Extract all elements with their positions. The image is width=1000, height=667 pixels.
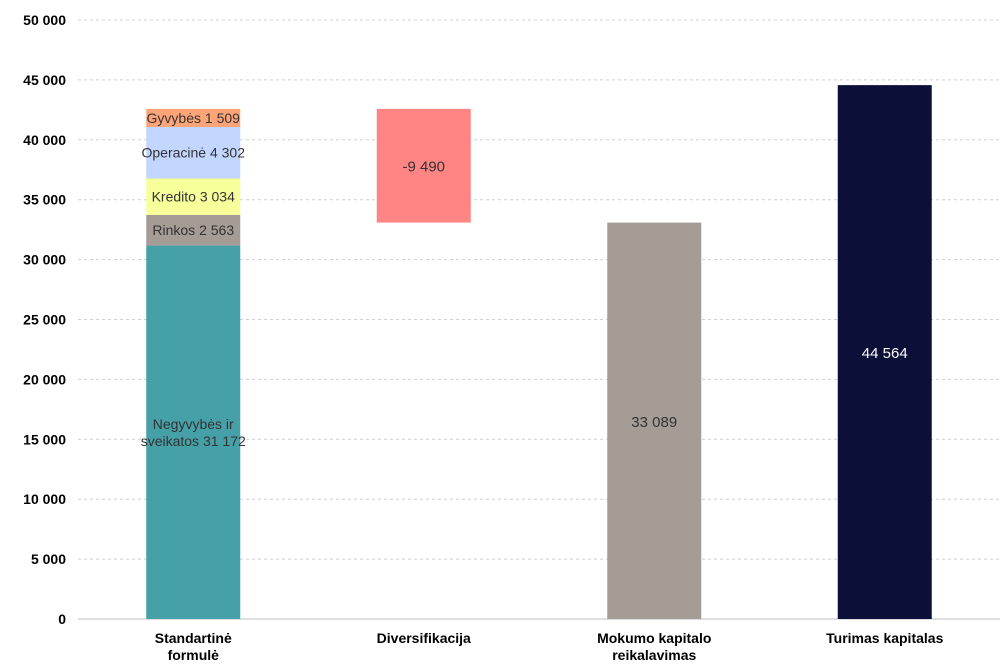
bar: [376, 108, 471, 223]
stacked-segment: [146, 108, 241, 127]
segment-label-line: Kredito 3 034: [152, 189, 235, 205]
y-tick-label: 25 000: [23, 312, 66, 328]
x-category-label-line: Diversifikacija: [377, 630, 471, 646]
segment-label-line: Rinkos 2 563: [152, 222, 234, 238]
bar: [607, 222, 702, 619]
bar-value-label: 44 564: [862, 345, 908, 362]
y-tick-label: 50 000: [23, 12, 66, 28]
segment-label: Rinkos 2 563: [152, 222, 234, 238]
segment-label: Negyvybės ir sveikatos 31 172: [141, 416, 246, 449]
x-category-label: Turimas kapitalas: [826, 630, 943, 646]
segment-label: Kredito 3 034: [152, 189, 235, 205]
x-category-label-line: Standartinė: [155, 630, 232, 646]
y-tick-label: 45 000: [23, 72, 66, 88]
segment-label: Operacinė 4 302: [141, 145, 245, 161]
x-category-label-line: Mokumo kapitalo: [597, 630, 711, 646]
y-axis-ticks: 0 5 000 10 000 15 000 20 000 25 000 30 000 35 0…: [23, 12, 66, 627]
stacked-segment: [146, 178, 241, 215]
segment-label-line: sveikatos 31 172: [141, 433, 246, 449]
y-tick-label: 5 000: [31, 551, 66, 567]
bars: [146, 85, 932, 619]
x-axis-categories: Standartinė formulė Diversifikacija Mokumo …: [155, 630, 944, 663]
y-tick-label: 10 000: [23, 491, 66, 507]
bar: [837, 85, 932, 619]
bar-labels: Negyvybės ir sveikatos 31 172 Rinkos 2 563…: [141, 110, 908, 449]
x-category-label: Standartinė formulė: [155, 630, 232, 663]
stacked-segment: [146, 126, 241, 179]
y-tick-label: 0: [58, 611, 66, 627]
y-tick-label: 40 000: [23, 132, 66, 148]
x-category-label: Mokumo kapitalo reikalavimas: [597, 630, 711, 663]
bar-value-label: 33 089: [631, 414, 677, 431]
y-tick-label: 30 000: [23, 252, 66, 268]
segment-label-line: Gyvybės 1 509: [147, 110, 241, 126]
segment-label-line: Operacinė 4 302: [141, 145, 245, 161]
stacked-segment: [146, 214, 241, 246]
x-category-label-line: reikalavimas: [612, 647, 696, 663]
bar-value-label: -9 490: [402, 159, 445, 176]
segment-label-line: Negyvybės ir: [153, 416, 234, 432]
segment-label: Gyvybės 1 509: [147, 110, 241, 126]
x-category-label: Diversifikacija: [377, 630, 471, 646]
y-tick-label: 15 000: [23, 431, 66, 447]
y-tick-label: 35 000: [23, 192, 66, 208]
stacked-segment: [146, 245, 241, 619]
x-category-label-line: formulė: [168, 647, 220, 663]
x-category-label-line: Turimas kapitalas: [826, 630, 943, 646]
y-tick-label: 20 000: [23, 371, 66, 387]
